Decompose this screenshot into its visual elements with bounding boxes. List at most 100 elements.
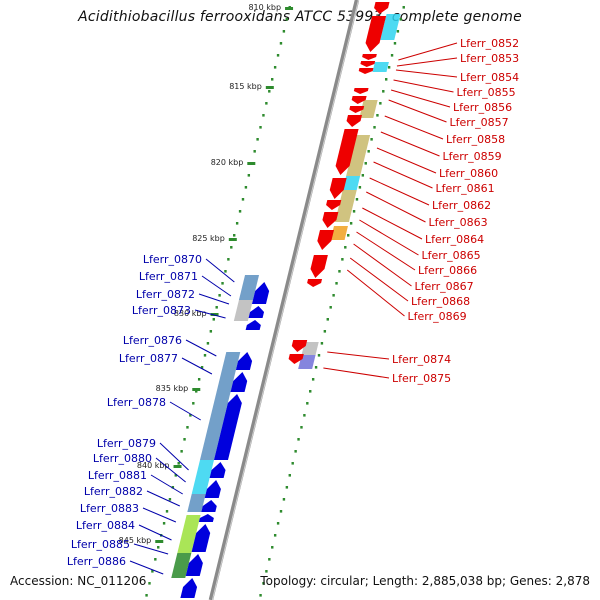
forward-gene-label: Lferr_0855 <box>457 86 516 99</box>
forward-gene-label: Lferr_0866 <box>418 264 477 277</box>
ruler-major-tick <box>155 540 164 543</box>
reverse-gene-arrow <box>213 394 242 460</box>
guide-dot <box>385 78 388 81</box>
guide-dot <box>373 126 376 129</box>
guide-dot <box>273 534 277 537</box>
forward-gene-label: Lferr_0868 <box>411 295 470 308</box>
forward-gene-label: Lferr_0861 <box>436 182 495 195</box>
forward-gene-label: Lferr_0859 <box>443 150 502 163</box>
reverse-gene-arrow <box>204 480 221 498</box>
map-title: Acidithiobacillus ferrooxidans ATCC 5399… <box>78 9 522 25</box>
forward-gene-label: Lferr_0874 <box>392 353 451 366</box>
forward-leader-line <box>395 69 458 78</box>
gene-layer <box>180 2 390 598</box>
ruler-dot <box>154 558 157 561</box>
forward-leader-line <box>346 269 405 317</box>
guide-dot <box>314 366 318 369</box>
ruler-label: 815 kbp <box>229 82 262 91</box>
ruler-dot <box>212 318 215 321</box>
reverse-leader-line <box>194 309 226 319</box>
leader-layer <box>129 42 458 575</box>
forward-leader-line <box>362 207 423 240</box>
ruler-major-tick <box>192 388 201 391</box>
reverse-gene-arrow <box>180 578 198 598</box>
ruler-dot <box>180 450 183 453</box>
ruler-dot <box>285 18 289 21</box>
reverse-gene-arrow <box>209 462 226 478</box>
feature-bar <box>199 352 241 460</box>
label-layer: Lferr_0852 Lferr_0853 Lferr_0854 Lferr_0855… <box>67 37 519 568</box>
reverse-gene-label: Lferr_0879 <box>97 437 156 450</box>
forward-gene-label: Lferr_0860 <box>439 167 498 180</box>
forward-leader-line <box>373 161 433 189</box>
guide-dot <box>262 582 265 585</box>
forward-gene-label: Lferr_0863 <box>429 216 488 229</box>
forward-leader-line <box>369 177 430 206</box>
reverse-leader-line <box>198 293 230 305</box>
forward-gene-arrow <box>360 61 376 67</box>
ruler-dot <box>177 462 180 465</box>
ruler-dot <box>209 330 213 333</box>
reverse-gene-label: Lferr_0885 <box>71 538 130 551</box>
guide-dot <box>279 510 283 513</box>
ruler-dot <box>186 426 189 429</box>
ruler-dot <box>230 246 233 249</box>
ruler-dot <box>221 282 224 285</box>
forward-gene-arrow <box>291 340 308 352</box>
reverse-gene-label: Lferr_0886 <box>67 555 126 568</box>
reverse-gene-label: Lferr_0873 <box>132 304 191 317</box>
forward-gene-label: Lferr_0862 <box>432 199 491 212</box>
reverse-leader-line <box>129 560 164 575</box>
forward-leader-line <box>388 99 447 123</box>
ruler-dot <box>151 570 154 573</box>
guide-dot <box>291 462 294 465</box>
ruler-major-tick <box>210 313 219 316</box>
forward-leader-line <box>376 147 437 174</box>
ruler-dot <box>247 174 251 177</box>
feature-bar <box>238 275 260 300</box>
ruler-dot <box>268 90 271 93</box>
guide-dot <box>297 438 300 441</box>
forward-gene-arrow <box>374 2 390 14</box>
reverse-gene-arrow <box>191 524 211 552</box>
reverse-leader-line <box>142 507 177 523</box>
backbone-layer <box>208 0 360 600</box>
forward-leader-line <box>353 243 412 287</box>
ruler-label: 840 kbp <box>137 461 170 470</box>
guide-dot <box>271 546 274 549</box>
guide-dot <box>326 318 329 321</box>
guide-dot <box>303 414 306 417</box>
ruler-dot <box>157 546 160 549</box>
guide-dot <box>265 570 268 573</box>
guide-dot <box>344 246 347 249</box>
reverse-gene-label: Lferr_0876 <box>123 334 182 347</box>
ruler-dot <box>253 150 256 153</box>
feature-bar <box>171 553 192 578</box>
guide-dot <box>390 54 394 57</box>
forward-gene-label: Lferr_0856 <box>453 101 512 114</box>
guide-dot <box>370 138 373 141</box>
forward-gene-label: Lferr_0869 <box>408 310 467 323</box>
guide-dot <box>402 6 405 9</box>
guide-dot <box>376 114 379 117</box>
guide-dot <box>355 198 359 201</box>
reverse-gene-label: Lferr_0872 <box>136 288 195 301</box>
reverse-leader-line <box>159 442 189 471</box>
forward-gene-label: Lferr_0858 <box>446 133 505 146</box>
ruler-dot <box>195 390 198 393</box>
forward-gene-label: Lferr_0875 <box>392 372 451 385</box>
ruler-layer: 810 kbp 815 kbp 820 kbp 825 kbp 830 kbp 835 k… <box>119 3 405 597</box>
feature-bar <box>330 226 348 240</box>
ruler-label: 810 kbp <box>248 3 281 12</box>
ruler-dot <box>189 414 192 417</box>
forward-gene-arrow <box>349 106 365 113</box>
ruler-major-tick <box>228 238 237 241</box>
ruler-dot <box>244 186 248 189</box>
ruler-dot <box>218 294 221 297</box>
guide-dot <box>317 354 321 357</box>
ruler-dot <box>162 522 166 525</box>
ruler-dot <box>168 498 172 501</box>
forward-leader-line <box>356 231 416 271</box>
forward-gene-label: Lferr_0854 <box>460 71 519 84</box>
